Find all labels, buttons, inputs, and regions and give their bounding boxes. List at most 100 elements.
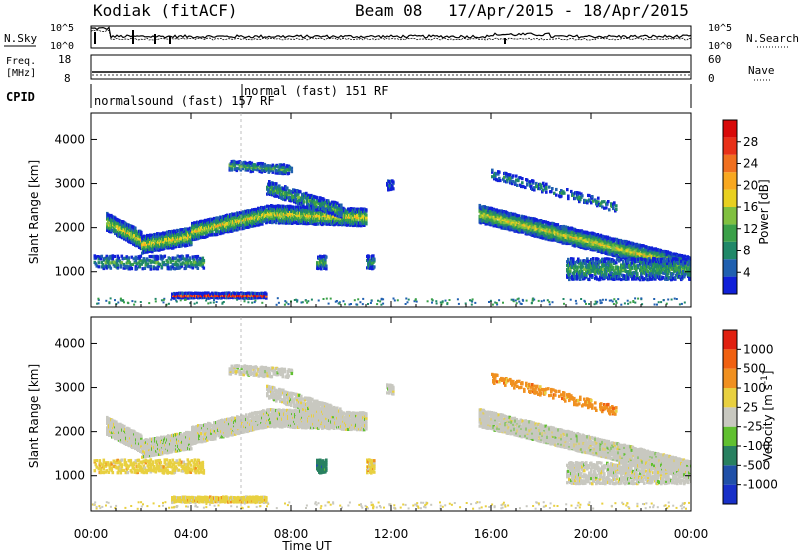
heatmap-cell — [571, 266, 574, 270]
heatmap-cell — [174, 241, 177, 245]
heatmap-cell — [578, 195, 581, 199]
heatmap-cell — [253, 163, 257, 167]
heatmap-cell — [188, 256, 192, 260]
heatmap-cell — [94, 255, 98, 259]
heatmap-cell — [174, 256, 178, 260]
heatmap-cell — [540, 183, 543, 188]
heatmap-cell — [166, 262, 170, 266]
heatmap-cell — [104, 263, 108, 267]
heatmap-cell — [260, 168, 264, 172]
heatmap-cell — [200, 259, 204, 263]
heatmap-cell — [478, 203, 482, 208]
heatmap-cell — [505, 213, 509, 217]
heatmap-cell — [149, 267, 153, 271]
heatmap-cell — [95, 264, 99, 268]
heatmap-cell — [203, 225, 206, 229]
heatmap-cell — [574, 196, 577, 200]
heatmap-cell — [266, 220, 269, 224]
heatmap-cell — [489, 215, 493, 219]
heatmap-cell — [146, 250, 149, 254]
heatmap-cell — [337, 218, 340, 222]
heatmap-cell — [678, 253, 682, 257]
heatmap-cell — [613, 242, 617, 246]
heatmap-cell — [271, 170, 275, 174]
heatmap-cell — [186, 261, 190, 265]
heatmap-cell — [151, 247, 154, 251]
heatmap-cell — [589, 199, 592, 203]
heatmap-cell — [498, 176, 501, 180]
heatmap-cell — [563, 191, 566, 195]
heatmap-cell — [264, 164, 268, 168]
heatmap-cell — [307, 193, 310, 197]
heatmap-cell — [225, 294, 228, 298]
heatmap-cell — [196, 266, 200, 270]
heatmap-cell — [233, 164, 237, 168]
heatmap-cell — [291, 221, 294, 225]
heatmap-cell — [166, 260, 170, 264]
heatmap-cell — [97, 265, 101, 269]
heatmap-cell — [213, 216, 216, 221]
heatmap-cell — [188, 258, 192, 263]
heatmap-cell — [103, 265, 107, 269]
heatmap-cell — [305, 191, 308, 195]
heatmap-cell — [365, 213, 368, 217]
heatmap-cell — [130, 255, 134, 259]
heatmap-cell — [206, 230, 209, 234]
heatmap-cell — [259, 161, 263, 166]
heatmap-cell — [138, 265, 142, 269]
noise-search-trace — [90, 29, 692, 41]
heatmap-cell — [254, 211, 257, 216]
heatmap-cell — [597, 200, 600, 204]
heatmap-cell — [191, 266, 195, 270]
heatmap-cell — [324, 202, 327, 206]
heatmap-cell — [599, 203, 602, 208]
heatmap-cell — [235, 166, 239, 170]
heatmap-cell — [123, 237, 126, 241]
heatmap-cell — [201, 262, 205, 266]
heatmap-cell — [289, 195, 292, 200]
heatmap-cell — [268, 204, 271, 209]
heatmap-cell — [642, 244, 646, 248]
heatmap-cell — [147, 265, 151, 269]
heatmap-cell — [551, 224, 555, 228]
heatmap-cell — [152, 254, 156, 258]
heatmap-cell — [637, 249, 641, 253]
heatmap-cell — [555, 187, 558, 192]
heatmap-cell — [600, 239, 604, 243]
heatmap-cell — [650, 251, 654, 255]
heatmap-cell — [294, 195, 297, 199]
heatmap-cell — [249, 170, 253, 174]
noise-panel: N.Sky 10^5 10^0 10^5 10^0 N.Search — [4, 23, 799, 52]
heatmap-cell — [216, 228, 219, 233]
heatmap-cell — [158, 262, 162, 266]
heatmap-cell — [590, 201, 593, 205]
heatmap-cell — [548, 185, 551, 189]
heatmap-cell — [162, 263, 166, 267]
freq-unit-label: [MHz] — [6, 68, 36, 79]
heatmap-cell — [505, 172, 508, 176]
heatmap-cell — [494, 176, 497, 180]
heatmap-cell — [572, 260, 575, 264]
heatmap-cell — [184, 227, 187, 231]
heatmap-cell — [495, 224, 499, 228]
heatmap-cell — [604, 247, 608, 251]
heatmap-cell — [156, 257, 160, 261]
heatmap-cell — [146, 258, 150, 262]
heatmap-cell — [272, 208, 275, 212]
heatmap-cell — [340, 207, 343, 211]
heatmap-cell — [276, 165, 280, 169]
heatmap-cell — [142, 257, 146, 261]
heatmap-cell — [104, 261, 108, 265]
heatmap-cell — [127, 256, 131, 260]
heatmap-cell — [202, 229, 205, 233]
heatmap-cell — [510, 179, 513, 183]
heatmap-cell — [268, 180, 271, 184]
heatmap-cell — [246, 222, 249, 226]
heatmap-cell — [570, 189, 573, 194]
heatmap-cell — [127, 258, 131, 263]
heatmap-cell — [263, 293, 266, 298]
heatmap-cell — [313, 205, 316, 209]
heatmap-cell — [206, 232, 209, 236]
heatmap-cell — [138, 256, 142, 260]
heatmap-cell — [559, 191, 562, 195]
